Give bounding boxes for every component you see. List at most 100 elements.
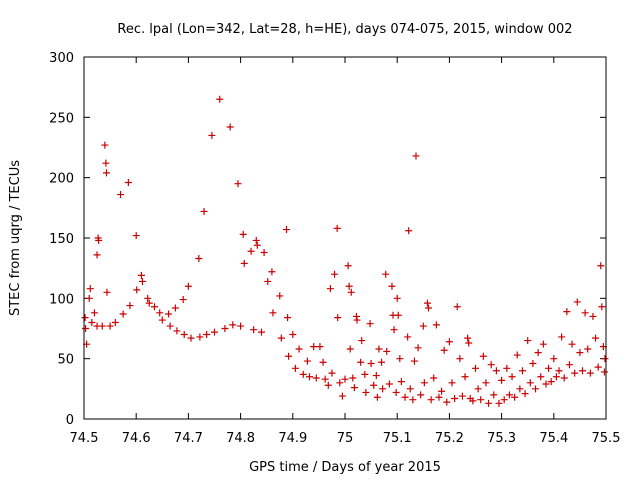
data-point-plus-marker [537, 373, 545, 381]
data-point-plus-marker [435, 393, 443, 401]
data-point-plus-marker [579, 367, 587, 375]
data-point-plus-marker [573, 298, 581, 306]
data-point-plus-marker [82, 325, 90, 332]
data-point-plus-marker [347, 288, 355, 296]
data-point-plus-marker [328, 369, 336, 377]
data-point-plus-marker [417, 391, 425, 399]
data-point-plus-marker [534, 349, 542, 357]
data-point-plus-marker [366, 320, 374, 328]
data-point-plus-marker [361, 370, 369, 378]
data-point-plus-marker [513, 351, 521, 359]
data-point-plus-marker [81, 314, 89, 322]
data-point-plus-marker [560, 374, 568, 382]
data-point-plus-marker [479, 352, 487, 360]
data-point-plus-marker [165, 310, 173, 318]
data-point-plus-marker [465, 339, 473, 347]
data-point-plus-marker [291, 364, 299, 372]
data-point-plus-marker [458, 392, 466, 400]
data-point-plus-marker [521, 390, 529, 398]
x-tick-label: 75 [337, 431, 354, 446]
data-point-plus-marker [138, 277, 146, 285]
data-point-plus-marker [124, 178, 132, 186]
data-point-plus-marker [117, 191, 125, 199]
data-point-plus-marker [102, 159, 110, 167]
y-tick-label: 300 [49, 51, 74, 66]
data-point-plus-marker [524, 337, 532, 345]
data-point-plus-marker [500, 396, 508, 404]
data-point-plus-marker [372, 372, 380, 380]
x-axis-label: GPS time / Days of year 2015 [249, 460, 441, 475]
data-point-plus-marker [285, 352, 293, 360]
y-axis-ticks: 0 50 100 150 200 250 300 [49, 51, 606, 428]
data-point-plus-marker [404, 333, 412, 341]
data-point-plus-marker [306, 373, 314, 381]
data-point-plus-marker [456, 355, 464, 363]
data-point-plus-marker [179, 296, 187, 304]
data-point-plus-marker [393, 294, 401, 302]
data-point-plus-marker [409, 396, 417, 404]
data-point-plus-marker [430, 374, 438, 382]
x-tick-label: 75.5 [592, 431, 621, 446]
data-point-plus-marker [253, 241, 261, 249]
data-point-plus-marker [319, 358, 327, 366]
data-point-plus-marker [195, 255, 203, 263]
data-point-plus-marker [145, 299, 153, 307]
data-point-plus-marker [423, 299, 431, 307]
data-point-plus-marker [90, 309, 98, 317]
data-point-plus-marker [508, 373, 516, 381]
data-point-plus-marker [252, 236, 260, 244]
data-point-plus-marker [375, 345, 383, 353]
data-point-plus-marker [338, 392, 346, 400]
data-point-plus-marker [474, 385, 482, 393]
data-point-plus-marker [119, 310, 127, 318]
data-point-plus-marker [180, 331, 188, 339]
data-point-plus-marker [200, 207, 208, 215]
data-point-plus-marker [144, 294, 152, 302]
data-point-plus-marker [211, 328, 218, 336]
data-point-plus-marker [419, 322, 427, 330]
data-point-plus-marker [542, 380, 550, 388]
data-point-plus-marker [349, 374, 357, 382]
data-point-plus-marker [378, 358, 386, 366]
data-point-plus-marker [600, 368, 608, 376]
data-point-plus-marker [565, 361, 573, 369]
x-tick-label: 74.9 [278, 431, 307, 446]
data-point-plus-marker [229, 321, 237, 329]
data-point-plus-marker [451, 394, 459, 402]
x-tick-label: 75.3 [487, 431, 516, 446]
data-point-plus-marker [490, 391, 498, 399]
data-point-plus-marker [324, 381, 332, 389]
data-point-plus-marker [503, 364, 511, 372]
data-point-plus-marker [498, 376, 506, 384]
y-tick-label: 200 [49, 172, 74, 187]
data-point-plus-marker [394, 311, 402, 319]
data-point-plus-marker [137, 271, 145, 279]
data-point-plus-marker [427, 396, 435, 404]
data-point-plus-marker [511, 393, 519, 401]
data-point-plus-marker [86, 285, 94, 293]
chart-title: Rec. lpal (Lon=342, Lat=28, h=HE), days … [117, 22, 572, 37]
data-point-plus-marker [420, 379, 428, 387]
data-point-plus-marker [388, 282, 396, 290]
data-point-plus-marker [485, 399, 493, 407]
data-point-plus-marker [432, 321, 440, 329]
data-point-plus-marker [234, 180, 242, 188]
data-point-plus-marker [505, 391, 513, 399]
x-tick-label: 74.7 [174, 431, 203, 446]
data-point-plus-marker [592, 334, 600, 342]
y-tick-label: 150 [49, 232, 74, 247]
data-point-plus-marker [247, 247, 255, 255]
data-point-plus-marker [350, 384, 358, 392]
data-point-plus-marker [353, 316, 361, 324]
data-point-plus-marker [532, 385, 540, 393]
data-point-plus-marker [312, 374, 320, 382]
data-point-plus-marker [598, 303, 606, 311]
data-point-plus-marker [156, 309, 164, 317]
data-point-plus-marker [576, 349, 584, 357]
data-point-plus-marker [601, 355, 609, 363]
data-point-plus-marker [438, 387, 446, 395]
data-point-plus-marker [461, 373, 469, 381]
data-point-plus-marker [299, 370, 307, 378]
